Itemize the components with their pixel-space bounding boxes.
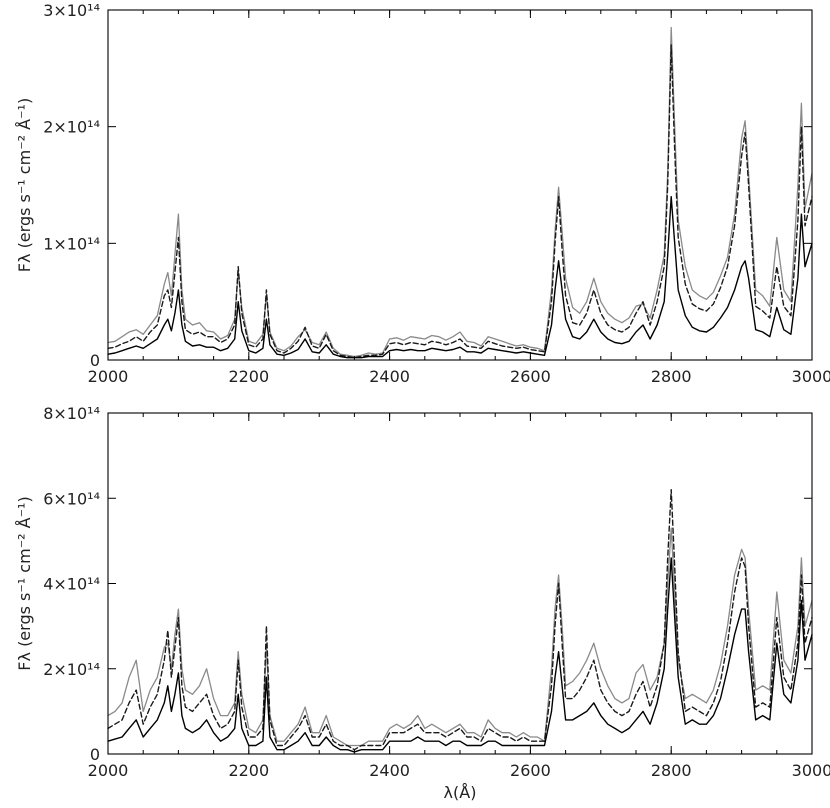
- x-axis-label: λ(Å): [444, 783, 477, 802]
- series-line-solid: [107, 196, 813, 359]
- y-tick-label: 6×10¹⁴: [43, 489, 100, 508]
- bottom-panel: 2000 2200 2400 2600 2800 3000 0 2×10¹⁴ 4×10¹⁴ 6×1…: [15, 404, 830, 802]
- x-tick-label: 2600: [510, 761, 551, 780]
- series-line-dashed: [107, 489, 813, 751]
- series-line-solid: [107, 557, 813, 753]
- x-tick-label: 2200: [228, 367, 269, 386]
- series-line-light-solid: [107, 527, 813, 747]
- x-tick-label: 3000: [792, 367, 830, 386]
- series-line-dashed: [107, 44, 813, 359]
- x-tick-label: 2200: [228, 761, 269, 780]
- y-tick-label: 8×10¹⁴: [43, 404, 100, 423]
- y-tick-label: 0: [90, 745, 100, 764]
- x-tick-label: 2800: [651, 761, 692, 780]
- plot-frame: [107, 9, 813, 361]
- y-tick-label: 2×10¹⁴: [43, 660, 100, 679]
- y-tick-label: 2×10¹⁴: [43, 118, 100, 137]
- x-tick-label: 3000: [792, 761, 830, 780]
- x-tick-label: 2000: [88, 761, 129, 780]
- x-tick-label: 2000: [88, 367, 129, 386]
- y-tick-label: 0: [90, 351, 100, 370]
- y-axis-label: Fλ (ergs s⁻¹ cm⁻² Å⁻¹): [15, 496, 34, 670]
- x-tick-label: 2600: [510, 367, 551, 386]
- y-axis-label: Fλ (ergs s⁻¹ cm⁻² Å⁻¹): [15, 98, 34, 272]
- y-tick-label: 4×10¹⁴: [43, 575, 100, 594]
- series-line-light-solid: [107, 26, 813, 358]
- x-tick-label: 2400: [369, 367, 410, 386]
- y-tick-label: 3×10¹⁴: [43, 1, 100, 20]
- y-tick-label: 1×10¹⁴: [43, 234, 100, 253]
- x-tick-label: 2800: [651, 367, 692, 386]
- top-panel: 2000 2200 2400 2600 2800 3000 0 1×10¹⁴ 2×10¹⁴ 3×1…: [15, 1, 830, 386]
- x-tick-label: 2400: [369, 761, 410, 780]
